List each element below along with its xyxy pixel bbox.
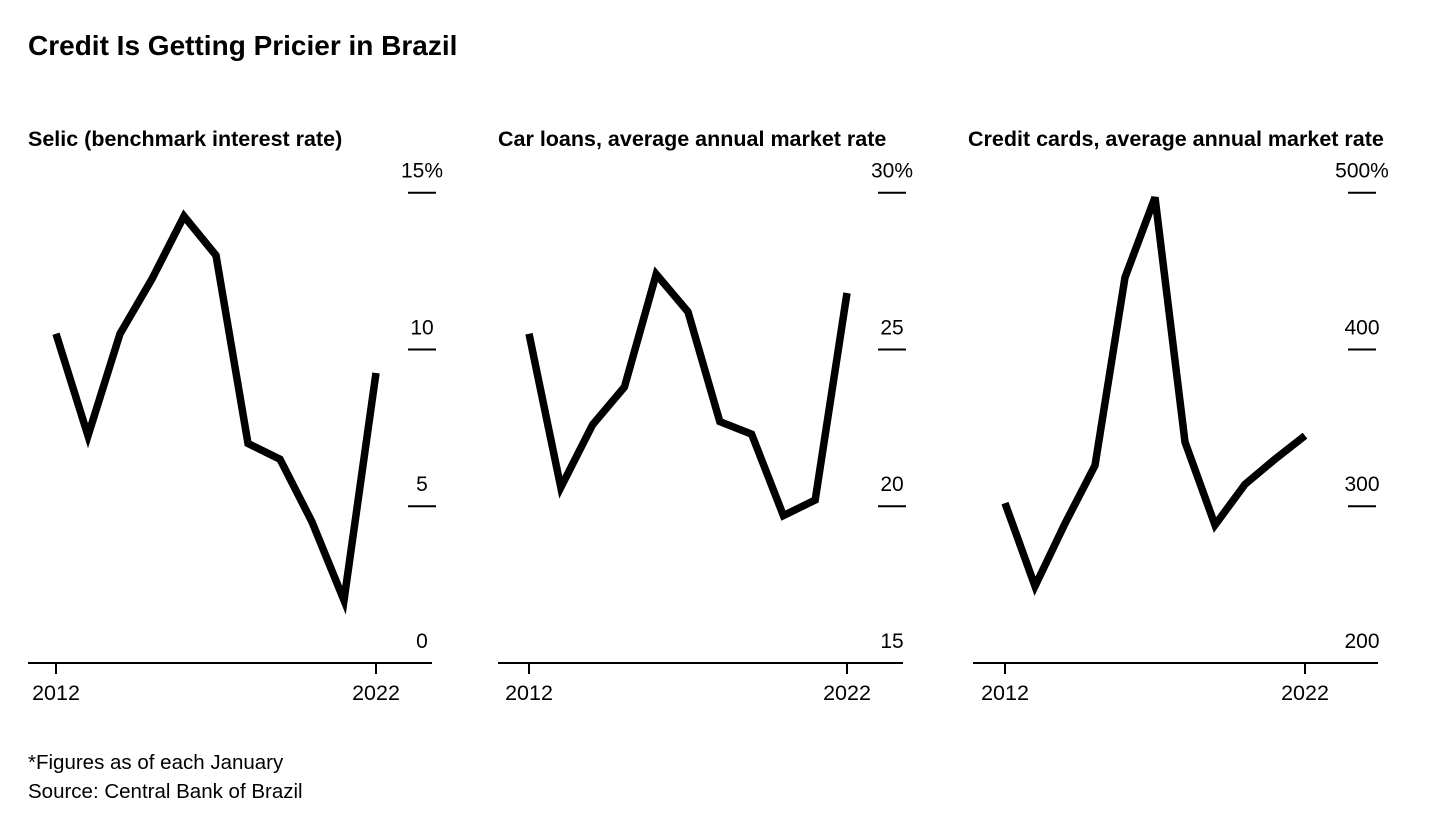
panel-credit-cards: Credit cards, average annual market rate…: [968, 0, 1410, 740]
y-tick-label: 300: [1344, 473, 1379, 496]
selic-line-chart: 15% 10 5 0 2012 2022: [28, 160, 443, 705]
y-tick-label: 400: [1344, 316, 1379, 339]
y-tick-label: 25: [880, 316, 903, 339]
data-line: [525, 266, 851, 521]
y-tick-label: 20: [880, 473, 903, 496]
y-tick-label: 10: [410, 316, 433, 339]
panel-car-loans: Car loans, average annual market rate 30…: [498, 0, 940, 740]
x-tick-label: 2022: [1281, 681, 1329, 705]
car-loans-subtitle: Car loans, average annual market rate: [498, 127, 887, 151]
y-tick-label: 15%: [401, 160, 443, 183]
y-tick-label: 200: [1344, 630, 1379, 653]
x-tick-label: 2012: [32, 681, 80, 705]
data-line: [52, 209, 380, 615]
y-tick-label: 15: [880, 630, 903, 653]
data-line: [1001, 196, 1308, 596]
source-line: Source: Central Bank of Brazil: [28, 780, 303, 803]
y-tick-label: 500%: [1335, 160, 1389, 183]
chart-title: Credit Is Getting Pricier in Brazil: [28, 30, 458, 61]
credit-cards-subtitle: Credit cards, average annual market rate: [968, 127, 1384, 151]
x-tick-label: 2022: [352, 681, 400, 705]
y-tick-label: 5: [416, 473, 428, 496]
footnote: *Figures as of each January: [28, 751, 284, 774]
x-tick-label: 2022: [823, 681, 871, 705]
x-tick-label: 2012: [981, 681, 1029, 705]
panel-selic: Selic (benchmark interest rate) 15% 10 5 0 2…: [28, 0, 470, 740]
credit-cards-line-chart: 500% 400 300 200 2012 2022: [973, 160, 1389, 705]
chart-footer: *Figures as of each January Source: Cent…: [28, 748, 303, 806]
y-tick-label: 0: [416, 630, 428, 653]
car-loans-line-chart: 30% 25 20 15 2012 2022: [498, 160, 913, 705]
selic-subtitle: Selic (benchmark interest rate): [28, 127, 343, 151]
y-tick-label: 30%: [871, 160, 913, 183]
x-tick-label: 2012: [505, 681, 553, 705]
